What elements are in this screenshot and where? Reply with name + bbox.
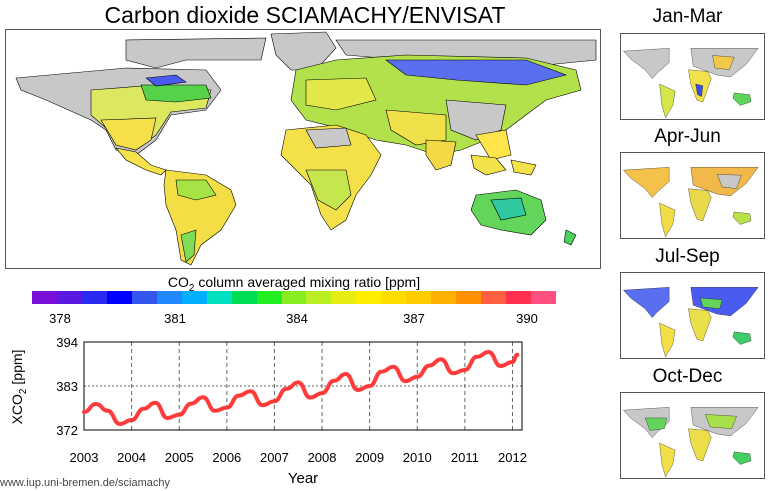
xco2-series-line <box>82 350 520 426</box>
colorbar-segment <box>281 291 307 304</box>
y-axis-label-main: XCO <box>9 394 25 424</box>
colorbar-segment <box>406 291 432 304</box>
x-tick-label: 2010 <box>403 450 432 465</box>
colorbar-tick: 384 <box>286 311 308 326</box>
x-tick-label: 2006 <box>212 450 241 465</box>
x-tick-label: 2007 <box>260 450 289 465</box>
colorbar-segment <box>381 291 407 304</box>
colorbar-label-main: CO <box>167 274 189 290</box>
colorbar-segment <box>56 291 82 304</box>
season-title-jul-sep: Jul-Sep <box>655 246 720 267</box>
x-tick-label: 2009 <box>355 450 384 465</box>
season-title-oct-dec: Oct-Dec <box>652 366 723 387</box>
colorbar-segment <box>156 291 182 304</box>
colorbar-segment <box>431 291 457 304</box>
y-tick-label: 394 <box>56 335 78 350</box>
colorbar-segment <box>356 291 382 304</box>
plot-frame <box>83 341 523 431</box>
season-map-apr-jun <box>620 152 765 239</box>
season-map-oct-dec <box>620 392 765 479</box>
main-map <box>5 29 601 269</box>
colorbar-label-rest: column averaged mixing ratio [ppm] <box>194 274 421 290</box>
colorbar-tick: 387 <box>403 311 425 326</box>
season-map-jul-sep <box>620 272 765 359</box>
colorbar-segment <box>81 291 107 304</box>
colorbar-tick: 378 <box>49 311 71 326</box>
x-tick-label: 2003 <box>70 450 99 465</box>
y-axis-label: XCO2 [ppm] <box>9 350 29 425</box>
colorbar-segment <box>32 291 57 304</box>
colorbar-segment <box>531 291 557 304</box>
islands <box>470 154 537 176</box>
y-tick-labels: 372 383 394 <box>56 335 78 438</box>
colorbar-segment <box>206 291 232 304</box>
y-axis-label-sub: 2 <box>18 388 29 394</box>
source-url: www.iup.uni-bremen.de/sciamachy <box>0 477 170 489</box>
colorbar <box>32 291 557 304</box>
colorbar-tick: 381 <box>164 311 186 326</box>
colorbar-segment <box>456 291 482 304</box>
x-tick-label: 2011 <box>451 450 479 465</box>
season-map-jan-mar <box>620 33 765 120</box>
africa <box>280 124 382 231</box>
colorbar-segment <box>231 291 257 304</box>
y-axis-label-rest: [ppm] <box>9 350 25 389</box>
x-tick-label: 2012 <box>498 450 527 465</box>
north-america <box>15 67 222 156</box>
colorbar-tick: 390 <box>516 311 538 326</box>
season-title-apr-jun: Apr-Jun <box>654 126 721 147</box>
y-tick-label: 372 <box>56 423 78 438</box>
central-america <box>115 147 167 176</box>
figure-title: Carbon dioxide SCIAMACHY/ENVISAT <box>104 2 506 28</box>
colorbar-segment <box>506 291 532 304</box>
colorbar-segment <box>106 291 132 304</box>
season-title-jan-mar: Jan-Mar <box>652 6 723 27</box>
x-tick-labels: 2003 2004 2005 2006 2007 2008 2009 2010 2011 2012 <box>70 450 527 465</box>
y-tick-label: 383 <box>56 379 78 394</box>
colorbar-segment <box>256 291 282 304</box>
colorbar-label: CO2 column averaged mixing ratio [ppm] <box>0 274 588 294</box>
colorbar-segment <box>181 291 207 304</box>
colorbar-segment <box>131 291 157 304</box>
south-america <box>163 169 237 266</box>
colorbar-label-sub: 2 <box>188 282 195 294</box>
x-tick-label: 2004 <box>117 450 146 465</box>
x-axis-label: Year <box>288 470 318 485</box>
colorbar-segment <box>481 291 507 304</box>
x-tick-label: 2005 <box>165 450 194 465</box>
colorbar-segment <box>306 291 332 304</box>
colorbar-segment <box>331 291 357 304</box>
x-tick-label: 2008 <box>308 450 337 465</box>
australia <box>470 189 577 246</box>
europe-asia <box>290 54 582 171</box>
